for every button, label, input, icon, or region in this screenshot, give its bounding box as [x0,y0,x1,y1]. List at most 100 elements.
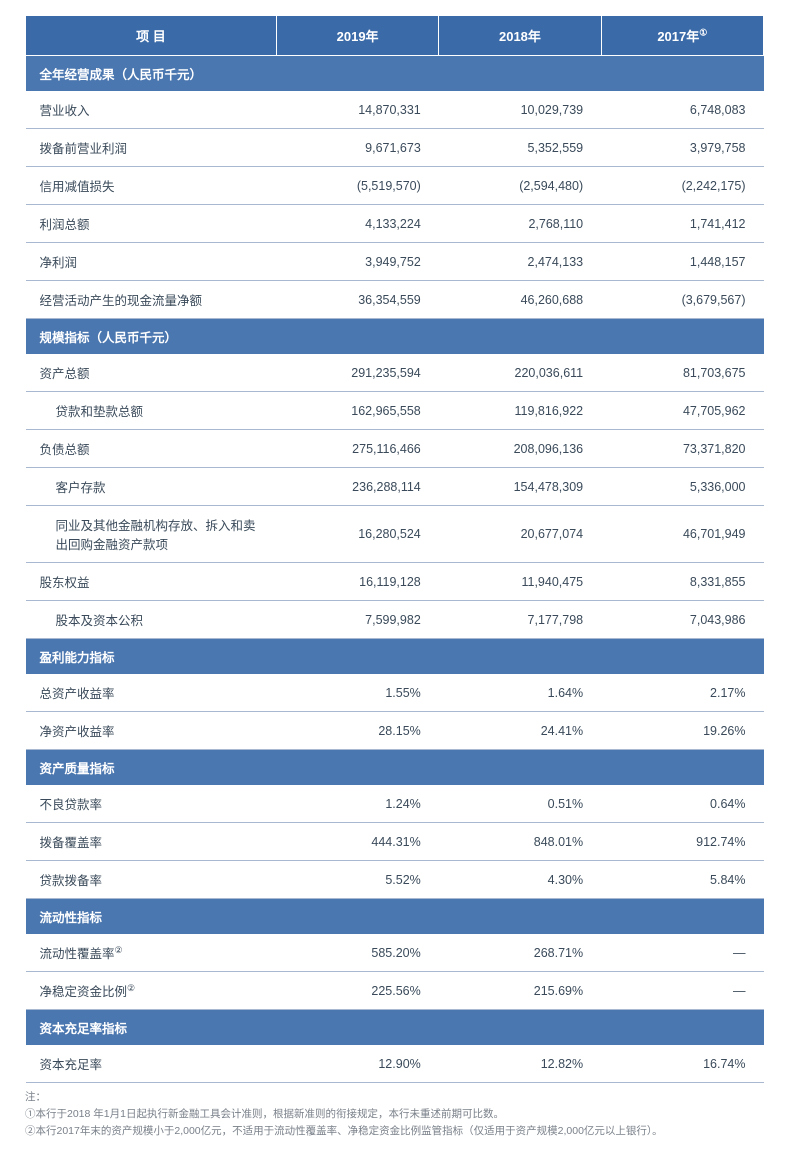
row-value: 1,741,412 [601,205,763,243]
row-value: 1.55% [276,674,438,712]
footnote-line: ②本行2017年末的资产规模小于2,000亿元，不适用于流动性覆盖率、净稳定资金… [25,1123,764,1140]
section-title: 资产质量指标 [26,750,764,786]
row-label: 经营活动产生的现金流量净额 [26,281,277,319]
header-year-2017-text: 2017年 [657,29,699,44]
row-value: 9,671,673 [276,129,438,167]
row-value: 7,599,982 [276,601,438,639]
row-label: 资本充足率 [26,1045,277,1083]
section-header: 资产质量指标 [26,750,764,786]
row-value: 912.74% [601,823,763,861]
table-row: 净利润3,949,7522,474,1331,448,157 [26,243,764,281]
header-year-2017-sup: ① [699,28,707,38]
row-label: 利润总额 [26,205,277,243]
row-value: 46,260,688 [439,281,601,319]
table-row: 资产总额291,235,594220,036,61181,703,675 [26,354,764,392]
row-value: 7,043,986 [601,601,763,639]
header-item: 项 目 [26,16,277,56]
row-value: 1,448,157 [601,243,763,281]
row-value: 20,677,074 [439,506,601,563]
table-row: 净稳定资金比例②225.56%215.69%— [26,972,764,1010]
table-row: 资本充足率12.90%12.82%16.74% [26,1045,764,1083]
row-label: 净资产收益率 [26,712,277,750]
table-row: 营业收入14,870,33110,029,7396,748,083 [26,91,764,129]
row-value: 6,748,083 [601,91,763,129]
row-label-sup: ② [115,945,123,955]
section-title: 盈利能力指标 [26,639,764,675]
table-row: 净资产收益率28.15%24.41%19.26% [26,712,764,750]
row-value: 5.52% [276,861,438,899]
row-value: 16,280,524 [276,506,438,563]
row-value: 3,949,752 [276,243,438,281]
row-value: 5.84% [601,861,763,899]
section-title: 流动性指标 [26,899,764,935]
section-header: 规模指标（人民币千元） [26,319,764,355]
row-label: 净稳定资金比例② [26,972,277,1010]
row-value: 81,703,675 [601,354,763,392]
table-row: 拨备前营业利润9,671,6735,352,5593,979,758 [26,129,764,167]
row-value: 848.01% [439,823,601,861]
row-value: 0.64% [601,785,763,823]
section-title: 全年经营成果（人民币千元） [26,56,764,92]
row-value: 4.30% [439,861,601,899]
table-row: 信用减值损失(5,519,570)(2,594,480)(2,242,175) [26,167,764,205]
row-value: 7,177,798 [439,601,601,639]
row-value: 585.20% [276,934,438,972]
row-value: 46,701,949 [601,506,763,563]
row-value: 444.31% [276,823,438,861]
row-value: 47,705,962 [601,392,763,430]
row-value: 3,979,758 [601,129,763,167]
row-value: 1.24% [276,785,438,823]
row-value: (5,519,570) [276,167,438,205]
table-row: 股东权益16,119,12811,940,4758,331,855 [26,563,764,601]
row-value: 0.51% [439,785,601,823]
row-value: 14,870,331 [276,91,438,129]
row-label: 拨备覆盖率 [26,823,277,861]
row-value: 19.26% [601,712,763,750]
footnote-line: ①本行于2018 年1月1日起执行新金融工具会计准则，根据新准则的衔接规定，本行… [25,1106,764,1123]
table-row: 利润总额4,133,2242,768,1101,741,412 [26,205,764,243]
row-value: 154,478,309 [439,468,601,506]
row-value: 10,029,739 [439,91,601,129]
section-header: 资本充足率指标 [26,1010,764,1046]
row-value: 291,235,594 [276,354,438,392]
row-value: — [601,934,763,972]
row-value: 268.71% [439,934,601,972]
row-label: 贷款拨备率 [26,861,277,899]
row-value: 162,965,558 [276,392,438,430]
row-label: 拨备前营业利润 [26,129,277,167]
header-year-2017: 2017年① [601,16,763,56]
section-header: 流动性指标 [26,899,764,935]
table-row: 不良贷款率1.24%0.51%0.64% [26,785,764,823]
row-label: 股本及资本公积 [26,601,277,639]
row-value: 36,354,559 [276,281,438,319]
row-value: (2,594,480) [439,167,601,205]
row-label: 客户存款 [26,468,277,506]
row-value: 12.82% [439,1045,601,1083]
section-title: 资本充足率指标 [26,1010,764,1046]
footnote-intro: 注： [25,1089,764,1106]
row-value: 220,036,611 [439,354,601,392]
row-label: 营业收入 [26,91,277,129]
row-value: 225.56% [276,972,438,1010]
row-value: 5,336,000 [601,468,763,506]
table-row: 客户存款236,288,114154,478,3095,336,000 [26,468,764,506]
row-value: 16.74% [601,1045,763,1083]
row-value: 215.69% [439,972,601,1010]
table-row: 同业及其他金融机构存放、拆入和卖出回购金融资产款项16,280,52420,67… [26,506,764,563]
table-row: 股本及资本公积7,599,9827,177,7987,043,986 [26,601,764,639]
row-value: 73,371,820 [601,430,763,468]
row-label: 资产总额 [26,354,277,392]
table-row: 贷款拨备率5.52%4.30%5.84% [26,861,764,899]
table-row: 负债总额275,116,466208,096,13673,371,820 [26,430,764,468]
row-value: (3,679,567) [601,281,763,319]
row-value: 24.41% [439,712,601,750]
section-header: 全年经营成果（人民币千元） [26,56,764,92]
row-label: 负债总额 [26,430,277,468]
row-label: 同业及其他金融机构存放、拆入和卖出回购金融资产款项 [26,506,277,563]
footnotes: 注： ①本行于2018 年1月1日起执行新金融工具会计准则，根据新准则的衔接规定… [25,1089,764,1139]
row-value: 16,119,128 [276,563,438,601]
row-value: 8,331,855 [601,563,763,601]
row-value: 119,816,922 [439,392,601,430]
header-year-2019: 2019年 [276,16,438,56]
row-label: 信用减值损失 [26,167,277,205]
